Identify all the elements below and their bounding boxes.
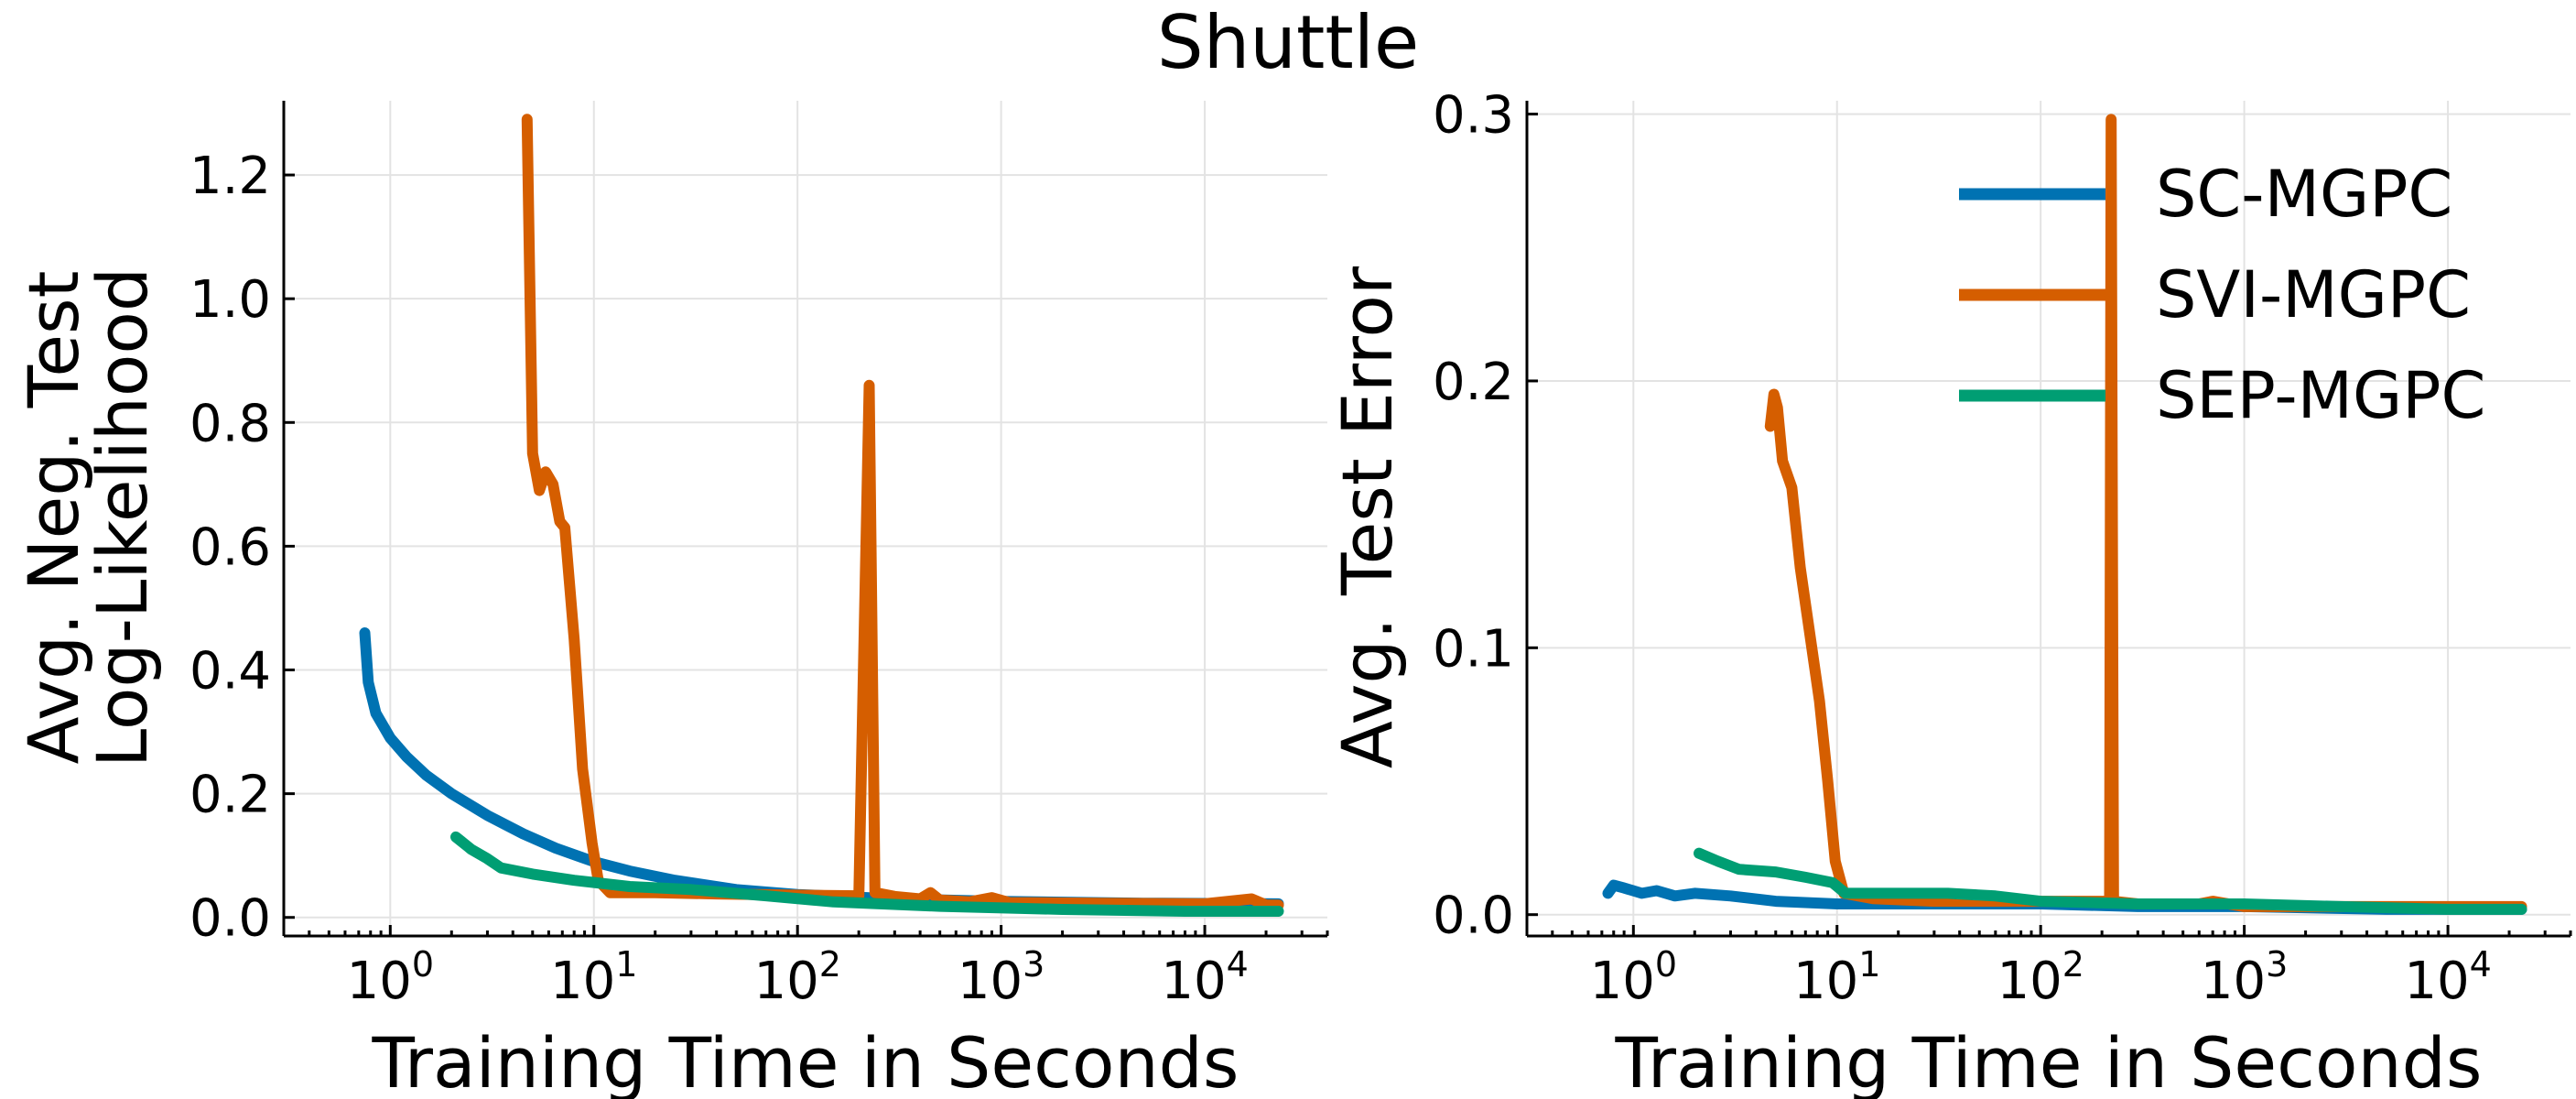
x-tick-label: 101 (550, 944, 637, 1011)
x-tick-label: 101 (1793, 944, 1880, 1011)
y-axis-title: Log-Likelihood (81, 267, 163, 767)
y-axis-title: Avg. Test Error (1326, 266, 1408, 768)
x-axis-title: Training Time in Seconds (1615, 1022, 2483, 1099)
y-tick-label: 0.2 (189, 766, 271, 825)
figure-title: Shuttle (1157, 0, 1419, 85)
series-line-svi-mgpc (521, 114, 1284, 911)
y-tick-label: 0.3 (1433, 86, 1514, 146)
y-tick-label: 0.4 (189, 642, 271, 702)
grid (1527, 101, 2571, 936)
y-tick-label: 0.2 (1433, 353, 1514, 412)
x-tick-label: 100 (1590, 944, 1677, 1011)
legend-label: SC-MGPC (2156, 157, 2452, 232)
x-tick-label: 104 (1161, 944, 1248, 1011)
legend: SC-MGPC SVI-MGPC SEP-MGPC (1959, 157, 2485, 433)
series-line-sep-mgpc (450, 831, 1284, 917)
series-line-sep-mgpc (1694, 847, 2527, 915)
x-tick-label: 100 (347, 944, 434, 1011)
y-tick-label: 0.1 (1433, 619, 1514, 679)
y-tick-label: 0.0 (1433, 887, 1514, 946)
series-line-svi-mgpc (1764, 114, 2527, 912)
x-tick-label: 103 (2201, 944, 2288, 1011)
legend-label: SVI-MGPC (2156, 257, 2471, 332)
x-tick-label: 104 (2404, 944, 2491, 1011)
chart-right-error: 0.0 0.1 0.2 0.3 100 101 102 103 104 Training Time… (1326, 86, 2572, 1099)
y-tick-label: 0.0 (189, 889, 271, 949)
y-axis-title: Avg. Neg. Test (13, 271, 94, 765)
x-axis-title: Training Time in Seconds (372, 1022, 1239, 1099)
chart-left-nll: 0.0 0.2 0.4 0.6 0.8 1.0 1.2 100 101 102 103 104 Trai… (13, 101, 1329, 1099)
grid (284, 101, 1327, 936)
y-tick-label: 1.0 (189, 270, 271, 330)
legend-label: SEP-MGPC (2156, 358, 2485, 433)
y-tick-label: 1.2 (189, 147, 271, 206)
y-tick-label: 0.8 (189, 394, 271, 453)
y-tick-label: 0.6 (189, 517, 271, 577)
x-tick-label: 103 (958, 944, 1044, 1011)
x-tick-label: 102 (1997, 944, 2084, 1011)
x-tick-label: 102 (753, 944, 840, 1011)
